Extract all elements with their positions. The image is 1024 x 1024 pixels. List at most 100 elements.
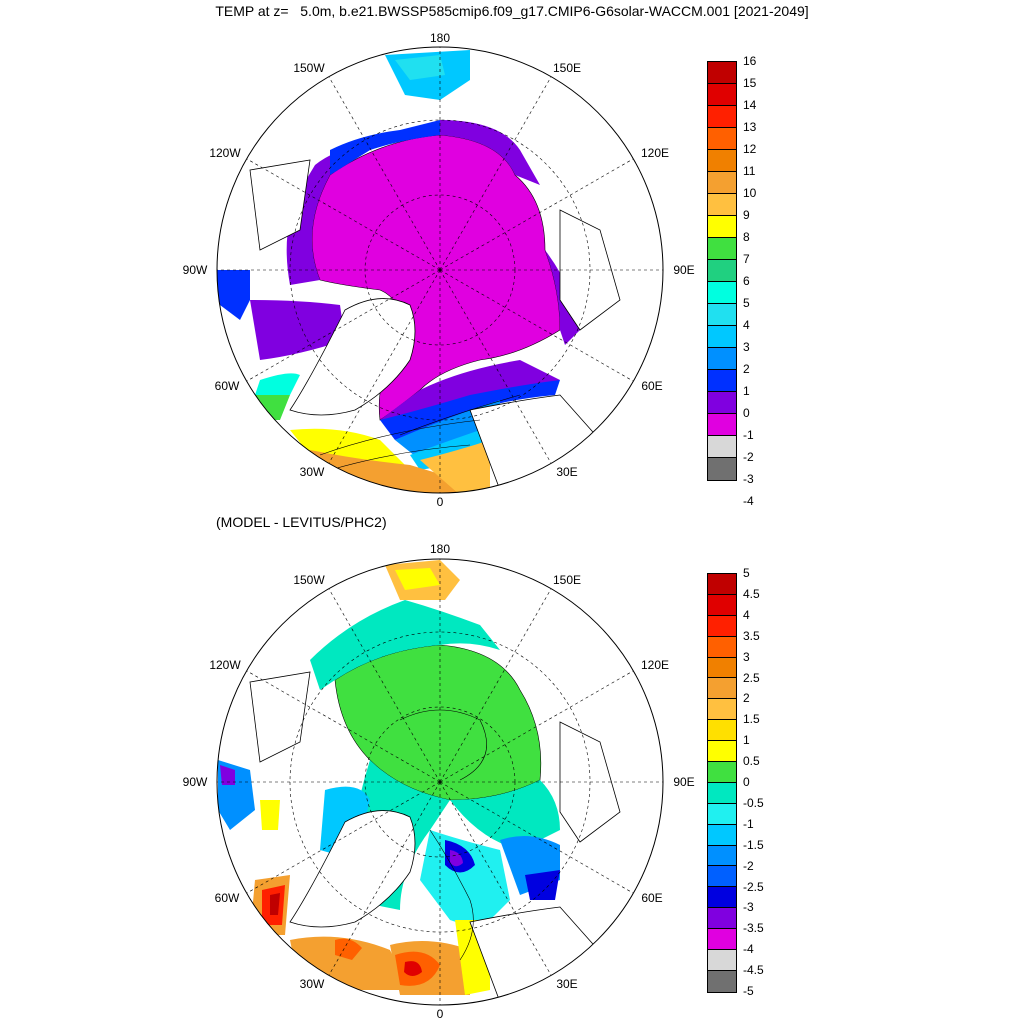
colorbar-swatch — [708, 970, 736, 992]
top-map-gridlines — [217, 47, 663, 493]
colorbar-swatch — [708, 238, 736, 260]
top-lon-90e: 90E — [673, 263, 694, 277]
colorbar-swatch — [708, 594, 736, 616]
colorbar-label: 7 — [743, 252, 750, 266]
figure-title: TEMP at z= 5.0m, b.e21.BWSSP585cmip6.f09… — [215, 3, 809, 19]
bottom-lon-60e: 60E — [641, 891, 662, 905]
colorbar-swatch — [708, 720, 736, 742]
colorbar-swatch — [708, 414, 736, 436]
colorbar-label: 14 — [743, 98, 757, 112]
colorbar-swatch — [708, 929, 736, 951]
colorbar-label: 0.5 — [743, 754, 760, 769]
bottom-lon-60w: 60W — [215, 891, 240, 905]
top-lon-120w: 120W — [209, 146, 241, 160]
colorbar-label: 0 — [743, 775, 750, 789]
colorbar-label: -4 — [743, 942, 754, 957]
colorbar-swatch — [708, 128, 736, 150]
top-lon-60e: 60E — [641, 379, 662, 393]
top-lon-150e: 150E — [553, 61, 581, 75]
top-lon-0: 0 — [437, 495, 444, 509]
top-lon-90w: 90W — [183, 263, 208, 277]
bottom-lon-120e: 120E — [641, 658, 669, 672]
colorbar-label: 1 — [743, 733, 750, 748]
colorbar-label: -1 — [743, 428, 754, 442]
colorbar-label: -5 — [743, 984, 754, 998]
colorbar-label: 0 — [743, 406, 750, 420]
colorbar-swatch — [708, 615, 736, 637]
colorbar-label: -3 — [743, 900, 754, 915]
colorbar-label: -4.5 — [743, 963, 764, 978]
colorbar-label: -3.5 — [743, 921, 764, 936]
colorbar-label: -2 — [743, 450, 754, 464]
colorbar-label: 11 — [743, 164, 756, 178]
colorbar-swatch — [708, 678, 736, 700]
colorbar-label: 4 — [743, 318, 750, 332]
colorbar-swatch — [708, 62, 736, 84]
colorbar-label: 3.5 — [743, 628, 760, 643]
bottom-lon-180: 180 — [430, 542, 450, 556]
colorbar-label: 5 — [743, 296, 750, 310]
colorbar-swatch — [708, 260, 736, 282]
colorbar-label: 16 — [743, 54, 757, 68]
colorbar-swatch — [708, 803, 736, 825]
top-colorbar — [707, 61, 737, 481]
bottom-map-gridlines — [217, 559, 663, 1005]
colorbar-label: 8 — [743, 230, 750, 244]
bottom-lon-150e: 150E — [553, 573, 581, 587]
colorbar-swatch — [708, 106, 736, 128]
colorbar-swatch — [708, 824, 736, 846]
top-lon-60w: 60W — [215, 379, 240, 393]
bottom-lon-90e: 90E — [673, 775, 694, 789]
colorbar-swatch — [708, 574, 736, 595]
colorbar-swatch — [708, 845, 736, 867]
colorbar-swatch — [708, 150, 736, 172]
colorbar-label: 13 — [743, 120, 757, 134]
colorbar-swatch — [708, 326, 736, 348]
colorbar-swatch — [708, 370, 736, 392]
bottom-lon-120w: 120W — [209, 658, 241, 672]
colorbar-swatch — [708, 699, 736, 721]
colorbar-swatch — [708, 741, 736, 763]
colorbar-swatch — [708, 636, 736, 658]
top-lon-labels: 180 150E 120E 90E 60E 30E 0 30W 60W 90W … — [183, 31, 695, 509]
bottom-colorbar — [707, 573, 737, 993]
colorbar-label: 2 — [743, 691, 750, 706]
colorbar-label: -2.5 — [743, 879, 764, 894]
colorbar-label: 4 — [743, 607, 750, 622]
top-lon-180: 180 — [430, 31, 450, 45]
colorbar-swatch — [708, 908, 736, 930]
colorbar-swatch — [708, 782, 736, 804]
top-lon-30e: 30E — [556, 465, 577, 479]
bottom-lon-90w: 90W — [183, 775, 208, 789]
bottom-lon-150w: 150W — [293, 573, 325, 587]
bottom-lon-30e: 30E — [556, 977, 577, 991]
colorbar-label: 6 — [743, 274, 750, 288]
colorbar-swatch — [708, 84, 736, 106]
colorbar-swatch — [708, 887, 736, 909]
bottom-lon-30w: 30W — [300, 977, 325, 991]
colorbar-label: -2 — [743, 858, 754, 873]
colorbar-label: -0.5 — [743, 795, 764, 810]
colorbar-label: 5 — [743, 566, 750, 580]
colorbar-label: -3 — [743, 472, 754, 486]
colorbar-label: 1.5 — [743, 712, 760, 727]
colorbar-label: 10 — [743, 186, 757, 200]
bottom-lon-labels: 180 150E 120E 90E 60E 30E 0 30W 60W 90W … — [183, 542, 695, 1021]
top-lon-30w: 30W — [300, 465, 325, 479]
colorbar-swatch — [708, 436, 736, 458]
colorbar-swatch — [708, 348, 736, 370]
colorbar-label: 4.5 — [743, 586, 760, 601]
top-lon-150w: 150W — [293, 61, 325, 75]
colorbar-label: 3 — [743, 340, 750, 354]
colorbar-label: 2.5 — [743, 670, 760, 685]
difference-subtitle: (MODEL - LEVITUS/PHC2) — [216, 514, 387, 530]
colorbar-label: -1.5 — [743, 837, 764, 852]
colorbar-swatch — [708, 304, 736, 326]
colorbar-label: 3 — [743, 649, 750, 664]
colorbar-label: 2 — [743, 362, 750, 376]
colorbar-label: -4 — [743, 494, 754, 508]
colorbar-label: -1 — [743, 816, 754, 831]
colorbar-swatch — [708, 866, 736, 888]
colorbar-swatch — [708, 950, 736, 971]
